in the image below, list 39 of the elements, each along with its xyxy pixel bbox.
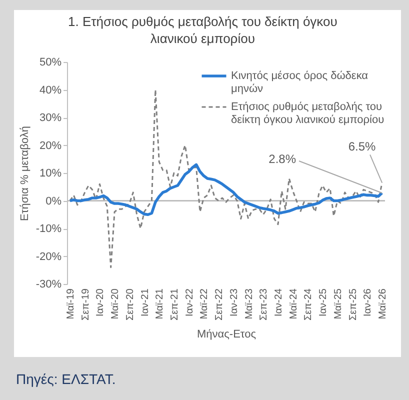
y-tick-label: -30% xyxy=(36,278,62,290)
y-tick-label: 20% xyxy=(39,140,62,152)
y-tick-label: 10% xyxy=(39,168,62,180)
x-tick-label: Σεπ-21 xyxy=(169,288,180,320)
y-tick-label: 30% xyxy=(39,112,62,124)
x-tick-label: Σεπ-19 xyxy=(80,288,92,320)
annotation: 2.8% xyxy=(268,152,296,166)
y-tick-label: 0% xyxy=(46,195,62,208)
x-tick-label: Μαϊ-22 xyxy=(199,288,210,320)
x-tick-label: Ιαν-21 xyxy=(140,288,151,317)
x-tick-label: Σεπ-23 xyxy=(258,288,270,320)
x-tick-label: Μαϊ-23 xyxy=(244,288,255,320)
x-tick-label: Μαϊ-26 xyxy=(378,288,389,320)
x-tick-label: Μαϊ-19 xyxy=(65,288,76,320)
legend-label: Ετήσιος ρυθμός μεταβολής του δείκτη όγκου λιανικού εμπορίου xyxy=(231,101,384,126)
y-tick-label: -20% xyxy=(36,250,62,263)
x-tick-label: Ιαν-23 xyxy=(228,288,240,317)
x-tick-label: Ιαν-20 xyxy=(95,288,106,317)
x-tick-label: Ιαν-24 xyxy=(274,288,285,317)
x-tick-label: Μαϊ-25 xyxy=(332,288,344,320)
x-tick-label: Ιαν-22 xyxy=(184,288,196,317)
text: Πηγές: ΕΛΣΤΑΤ. xyxy=(16,371,117,387)
x-tick-label: Μαϊ-20 xyxy=(110,288,122,320)
x-tick-label: Σεπ-25 xyxy=(348,288,359,320)
y-axis-title: Ετήσια % μεταβολή xyxy=(18,126,31,221)
x-tick-label: Μαϊ-21 xyxy=(154,288,166,320)
y-tick-label: -10% xyxy=(36,223,62,235)
x-tick-label: Σεπ-20 xyxy=(124,288,136,320)
x-tick-label: Μαϊ-24 xyxy=(288,288,300,320)
x-tick-label: Σεπ-22 xyxy=(214,288,226,320)
y-tick-label: 40% xyxy=(39,84,62,96)
legend-label: Κινητός μέσος όρος δώδεκα μηνών xyxy=(231,70,369,95)
x-tick-label: Ιαν-26 xyxy=(362,288,374,317)
y-tick-label: 50% xyxy=(39,56,62,68)
annotation: 6.5% xyxy=(348,140,376,154)
chart-title: 1. Ετήσιος ρυθμός μεταβολής του δείκτη όγκου λιανικού εμπορίου xyxy=(68,14,338,46)
x-tick-label: Ιαν-25 xyxy=(318,288,330,317)
x-tick-label: Σεπ-24 xyxy=(303,288,314,320)
x-axis-title: Μήνας-Ετος xyxy=(196,328,256,340)
